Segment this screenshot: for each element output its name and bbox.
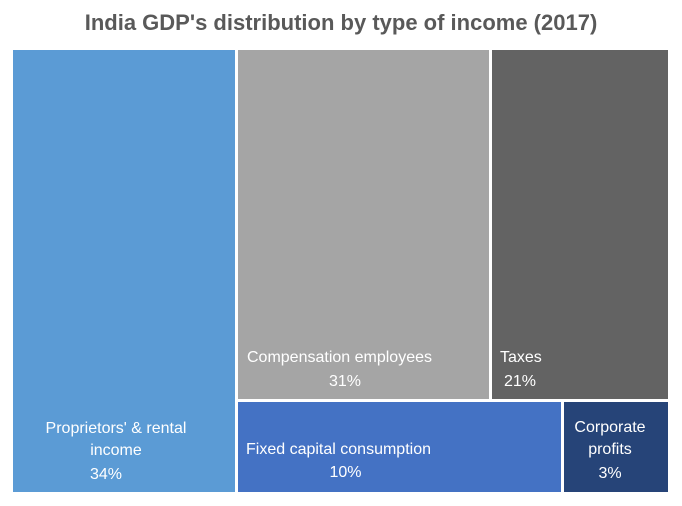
tile-value-corporate-profits: 3% bbox=[598, 465, 622, 482]
tile-fixed-capital-consumption: Fixed capital consumption 10% bbox=[238, 402, 561, 492]
tile-label-proprietors-rental-income: Proprietors' & rental income bbox=[45, 420, 187, 459]
tile-label-taxes: Taxes bbox=[500, 349, 542, 366]
tile-label-fixed-capital-consumption: Fixed capital consumption bbox=[246, 441, 431, 458]
tile-value-taxes: 21% bbox=[503, 373, 537, 390]
tile-value-fixed-capital-consumption: 10% bbox=[329, 464, 362, 481]
tile-proprietors-rental-income: Proprietors' & rental income 34% bbox=[13, 50, 235, 492]
tile-value-compensation-employees: 31% bbox=[328, 373, 362, 390]
tile-label-corporate-profits: Corporate profits bbox=[574, 419, 646, 458]
chart-title: India GDP's distribution by type of inco… bbox=[84, 10, 598, 35]
treemap: Proprietors' & rental income 34% Compens… bbox=[13, 50, 668, 492]
tile-value-proprietors-rental-income: 34% bbox=[89, 466, 123, 483]
tile-compensation-employees: Compensation employees 31% bbox=[238, 50, 489, 399]
tile-corporate-profits: Corporate profits 3% bbox=[564, 402, 668, 492]
tile-taxes: Taxes 21% bbox=[492, 50, 668, 399]
tile-label-compensation-employees: Compensation employees bbox=[247, 349, 432, 366]
